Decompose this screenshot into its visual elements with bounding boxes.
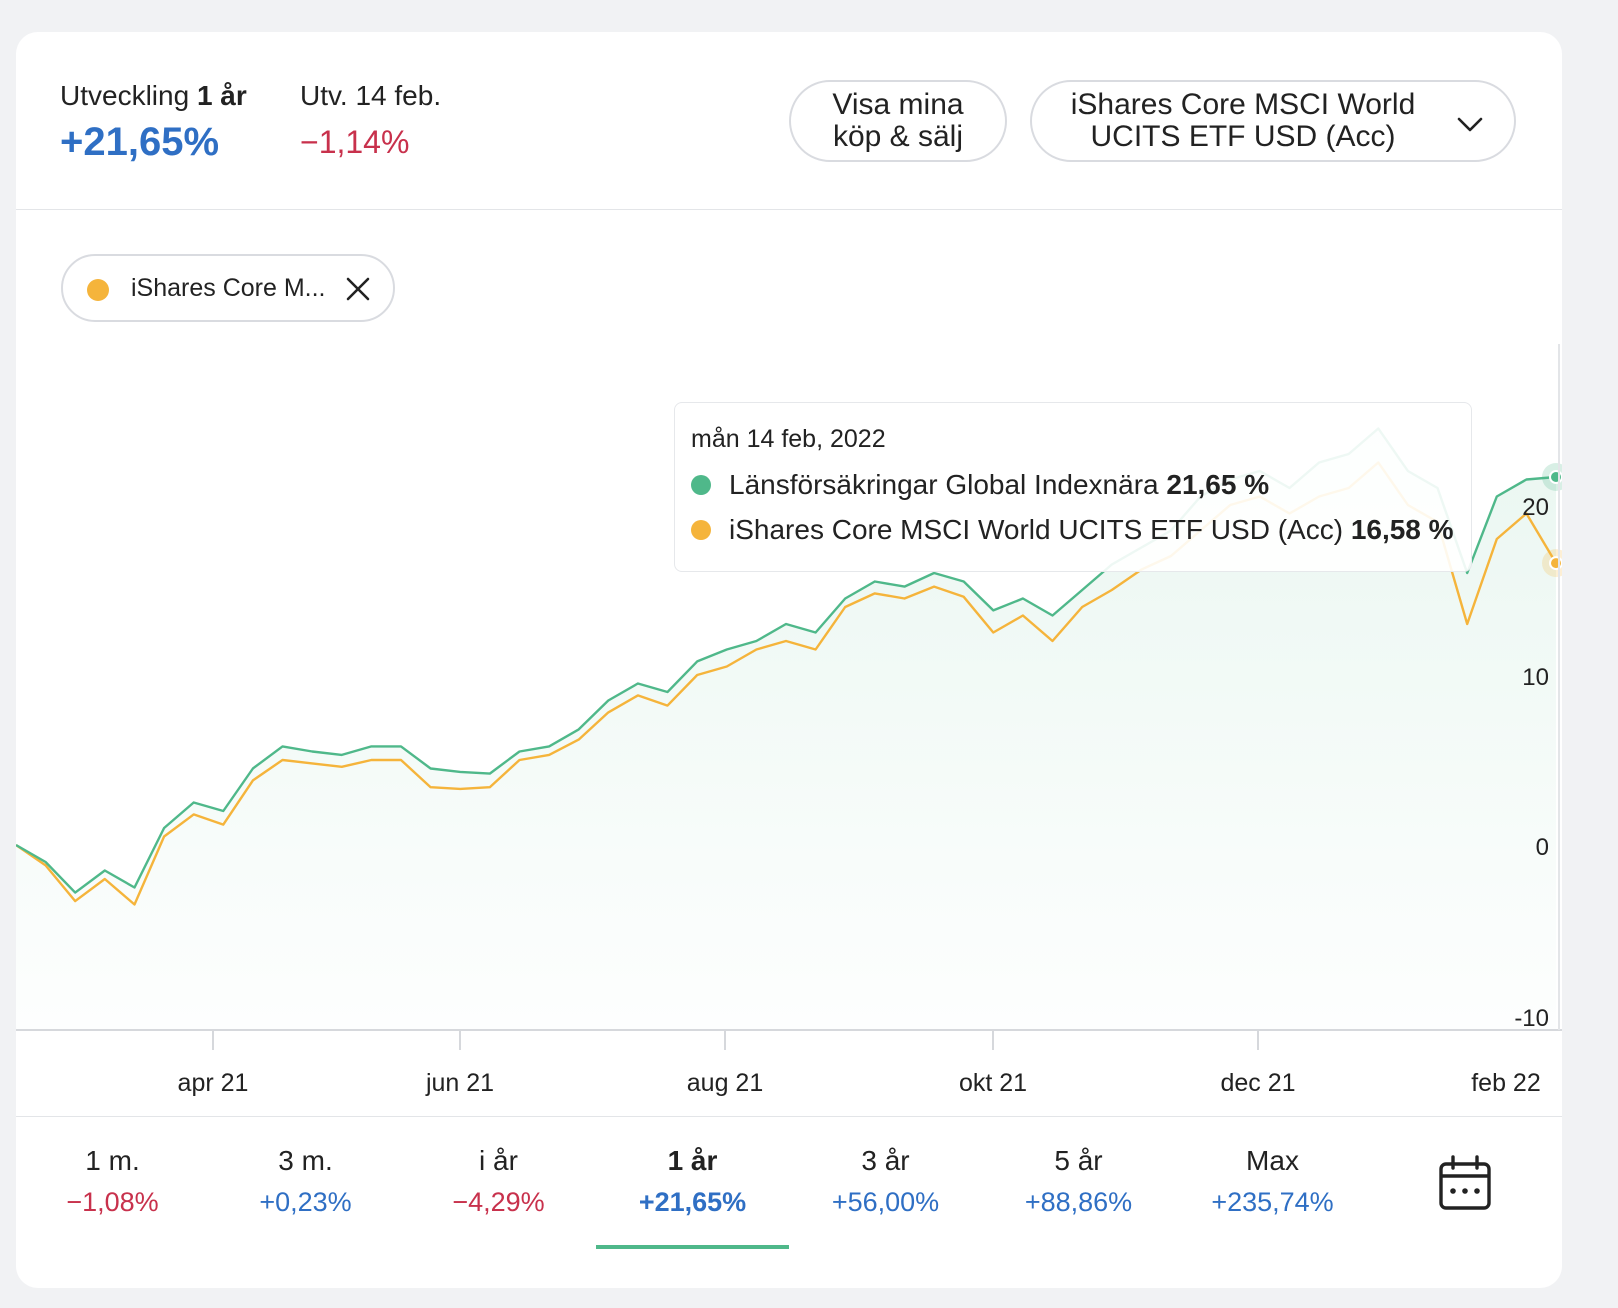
tab-1y[interactable]: 1 år +21,65% — [596, 1145, 789, 1218]
x-tick-label: feb 22 — [1471, 1069, 1541, 1097]
y-axis-ticks: -10 0 10 20 — [1514, 494, 1549, 1032]
stat-day-label: Utv. 14 feb. — [300, 80, 442, 111]
series-area-0 — [16, 428, 1556, 1030]
chevron-down-icon — [1457, 117, 1483, 132]
stat-period: Utveckling 1 år +21,65% — [60, 80, 247, 165]
compare-chip-label: iShares Core M... — [131, 274, 326, 302]
stat-day: Utv. 14 feb. −1,14% — [300, 80, 441, 161]
y-tick-label: 10 — [1522, 664, 1549, 691]
tab-5y[interactable]: 5 år +88,86% — [982, 1145, 1175, 1218]
compare-select-line2: UCITS ETF USD (Acc) — [1090, 120, 1396, 153]
show-trades-button[interactable]: Visa mina köp & sälj — [789, 80, 1007, 162]
tooltip-compare-dot — [691, 520, 711, 540]
tab-5y-label: 5 år — [1054, 1145, 1103, 1176]
x-tick-label: dec 21 — [1220, 1069, 1295, 1097]
tab-max[interactable]: Max +235,74% — [1176, 1145, 1369, 1218]
tab-3m-value: +0,23% — [259, 1187, 352, 1217]
tab-3y-label: 3 år — [861, 1145, 910, 1176]
compare-select[interactable]: iShares Core MSCI World UCITS ETF USD (A… — [1030, 80, 1516, 162]
tooltip-row-fund: Länsförsäkringar Global Indexnära 21,65 … — [691, 469, 1269, 501]
chart-tooltip: mån 14 feb, 2022 Länsförsäkringar Global… — [674, 402, 1472, 572]
chart-card: Utveckling 1 år +21,65% Utv. 14 feb. −1,… — [16, 32, 1562, 1288]
tooltip-compare-name: iShares Core MSCI World UCITS ETF USD (A… — [729, 514, 1344, 545]
series-end-marker-0 — [1549, 470, 1562, 484]
x-tick-label: aug 21 — [687, 1069, 763, 1097]
compare-select-line1: iShares Core MSCI World — [1070, 88, 1416, 121]
area-layer — [16, 428, 1556, 1030]
tab-1m[interactable]: 1 m. −1,08% — [16, 1145, 209, 1218]
performance-chart[interactable]: apr 21 jun 21 aug 21 okt 21 dec 21 feb 22 -10… — [16, 32, 1562, 1116]
tab-3y[interactable]: 3 år +56,00% — [789, 1145, 982, 1218]
x-tick-label: okt 21 — [959, 1069, 1027, 1097]
x-tick-label: jun 21 — [425, 1069, 494, 1097]
tab-max-value: +235,74% — [1211, 1187, 1334, 1217]
show-trades-line2: köp & sälj — [832, 120, 964, 153]
tab-max-label: Max — [1246, 1145, 1299, 1176]
stat-period-value: +21,65% — [60, 120, 220, 164]
y-tick-label: 20 — [1522, 494, 1549, 521]
stat-period-label-bold: 1 år — [196, 80, 247, 111]
y-tick-label: -10 — [1514, 1005, 1549, 1032]
tooltip-fund-dot — [691, 475, 711, 495]
tab-3m[interactable]: 3 m. +0,23% — [209, 1145, 402, 1218]
tab-ytd-value: −4,29% — [452, 1187, 545, 1217]
tab-1m-label: 1 m. — [85, 1145, 140, 1176]
tab-1y-value: +21,65% — [638, 1187, 747, 1217]
tooltip-fund-name: Länsförsäkringar Global Indexnära — [729, 469, 1159, 500]
tab-5y-value: +88,86% — [1024, 1187, 1133, 1217]
compare-chip[interactable]: iShares Core M... — [61, 254, 395, 322]
tab-3m-label: 3 m. — [278, 1145, 333, 1176]
x-axis-ticks: apr 21 jun 21 aug 21 okt 21 dec 21 feb 22 — [178, 1030, 1541, 1097]
stat-day-value: −1,14% — [300, 124, 410, 160]
tab-ytd[interactable]: i år −4,29% — [402, 1145, 595, 1218]
show-trades-line1: Visa mina — [832, 88, 964, 121]
tab-1y-label: 1 år — [667, 1145, 718, 1176]
tab-1m-value: −1,08% — [66, 1187, 159, 1217]
compare-chip-color-dot — [87, 279, 109, 301]
active-tab-indicator — [596, 1245, 789, 1249]
tooltip-compare-value: 16,58 % — [1350, 514, 1454, 545]
range-tabs: 1 m. −1,08% 3 m. +0,23% i år −4,29% 1 år… — [16, 1116, 1562, 1288]
tooltip-row-compare: iShares Core MSCI World UCITS ETF USD (A… — [691, 514, 1454, 546]
stat-period-label: Utveckling — [60, 80, 190, 111]
calendar-icon[interactable] — [1438, 1155, 1492, 1211]
series-end-marker-1 — [1549, 556, 1562, 571]
tab-3y-value: +56,00% — [831, 1187, 940, 1217]
y-tick-label: 0 — [1536, 834, 1549, 861]
tooltip-date: mån 14 feb, 2022 — [691, 425, 886, 453]
chart-header: Utveckling 1 år +21,65% Utv. 14 feb. −1,… — [16, 32, 1562, 210]
tab-ytd-label: i år — [479, 1145, 518, 1176]
close-icon[interactable] — [345, 276, 371, 302]
x-tick-label: apr 21 — [178, 1069, 249, 1097]
tooltip-fund-value: 21,65 % — [1166, 469, 1270, 500]
